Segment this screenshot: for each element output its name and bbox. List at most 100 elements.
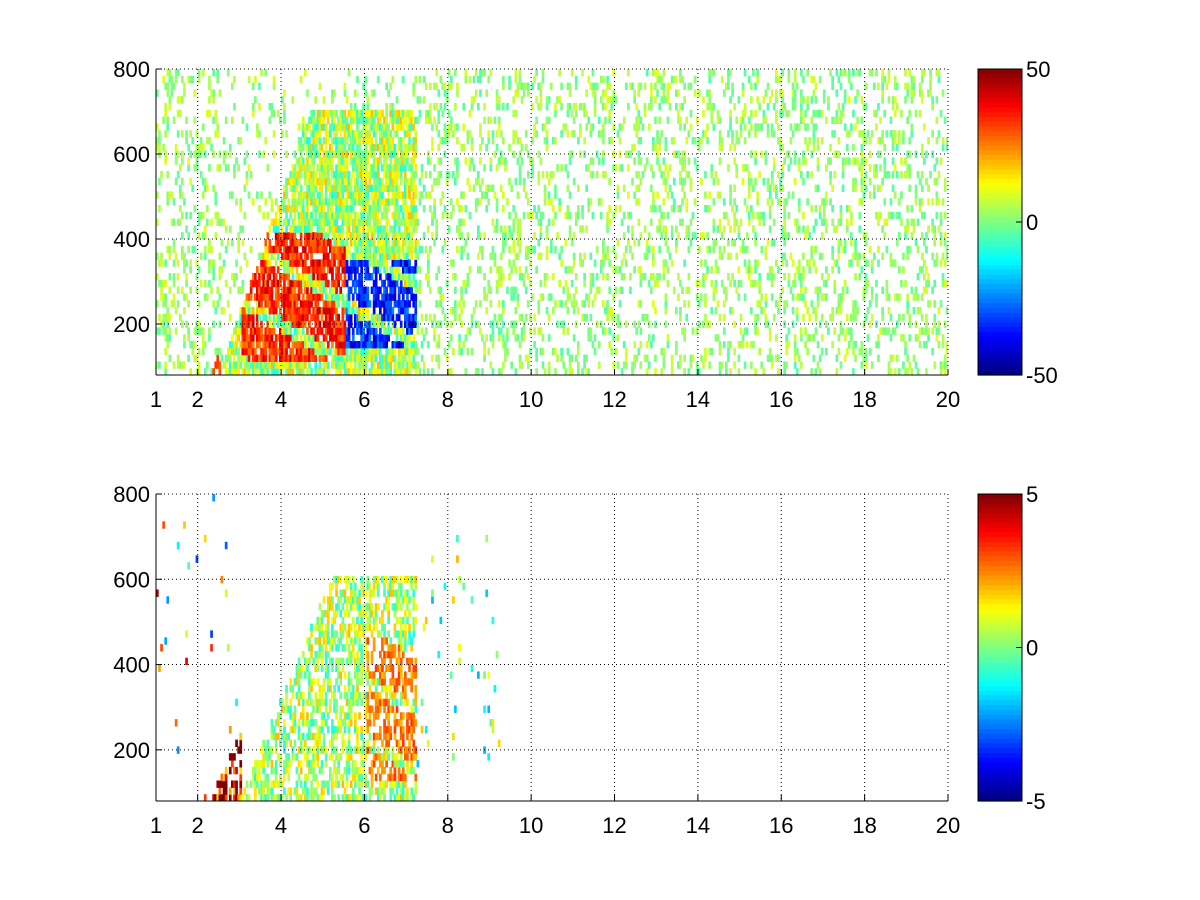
heatmap-cell [664, 184, 668, 192]
heatmap-cell [197, 143, 201, 152]
heatmap-cell [481, 334, 484, 342]
heatmap-cell [333, 327, 336, 335]
heatmap-cell [201, 191, 205, 199]
heatmap-cell [287, 266, 290, 274]
heatmap-cell [852, 109, 855, 118]
heatmap-cell [222, 307, 226, 315]
heatmap-cell [331, 218, 334, 226]
heatmap-cell [708, 69, 711, 77]
heatmap-cell [702, 361, 705, 369]
heatmap-cell [797, 157, 801, 165]
heatmap-cell [360, 239, 363, 247]
heatmap-cell [318, 279, 322, 288]
heatmap-cell [224, 164, 228, 172]
heatmap-cell [279, 259, 282, 267]
heatmap-cell [481, 368, 484, 375]
heatmap-cell [308, 150, 311, 158]
heatmap-cell [556, 164, 559, 172]
heatmap-cell [326, 130, 330, 138]
heatmap-cell [216, 347, 220, 356]
heatmap-cell [360, 279, 363, 288]
heatmap-cell [274, 232, 278, 240]
heatmap-cell [449, 116, 453, 124]
heatmap-cell [231, 341, 234, 349]
heatmap-cell [422, 75, 426, 84]
heatmap-cell [791, 279, 795, 288]
heatmap-cell [568, 211, 572, 220]
heatmap-cell [391, 347, 395, 356]
heatmap-cell [864, 157, 868, 165]
heatmap-cell [656, 130, 659, 138]
heatmap-cell [266, 279, 270, 288]
heatmap-cell [364, 143, 368, 152]
heatmap-cell [589, 130, 593, 138]
heatmap-cell [291, 361, 295, 369]
heatmap-cell [341, 293, 345, 301]
heatmap-cell [631, 82, 634, 90]
heatmap-cell [199, 279, 203, 288]
heatmap-cell [568, 82, 572, 90]
heatmap-cell [324, 354, 328, 362]
heatmap-cell [535, 116, 538, 124]
heatmap-cell [239, 286, 243, 294]
heatmap-cell [756, 75, 759, 84]
heatmap-cell [654, 96, 657, 104]
heatmap-cell [174, 69, 178, 77]
heatmap-cell [356, 164, 359, 172]
heatmap-cell [256, 307, 259, 315]
heatmap-cell [293, 150, 297, 158]
heatmap-cell [345, 279, 349, 288]
heatmap-cell [162, 293, 165, 301]
heatmap-cell [312, 150, 315, 158]
heatmap-cell [339, 191, 343, 199]
heatmap-cell [589, 286, 593, 294]
heatmap-cell [764, 116, 768, 124]
heatmap-cell [372, 184, 376, 192]
heatmap-cell [264, 327, 268, 335]
heatmap-cell [372, 245, 376, 254]
heatmap-cell [862, 252, 866, 260]
heatmap-cell [289, 266, 293, 274]
heatmap-cell [437, 286, 441, 294]
heatmap-cell [860, 266, 864, 274]
heatmap-cell [650, 96, 653, 104]
heatmap-cell [228, 286, 232, 294]
heatmap-cell [387, 232, 390, 240]
heatmap-cell [285, 300, 288, 308]
heatmap-cell [491, 327, 495, 335]
heatmap-cell [585, 164, 588, 172]
heatmap-cell [497, 103, 501, 111]
heatmap-cell [343, 130, 347, 138]
heatmap-cell [281, 341, 284, 349]
heatmap-cell [366, 347, 370, 356]
heatmap-cell [385, 232, 388, 240]
heatmap-cell [677, 205, 680, 213]
heatmap-cell [762, 109, 766, 118]
heatmap-cell [289, 259, 293, 267]
heatmap-cell [835, 354, 839, 362]
heatmap-cell [854, 313, 857, 322]
heatmap-cell [370, 354, 374, 362]
heatmap-cell [320, 279, 324, 288]
heatmap-cell [335, 354, 338, 362]
heatmap-cell [189, 286, 192, 294]
heatmap-cell [397, 259, 401, 267]
heatmap-cell [727, 341, 730, 349]
heatmap-cell [329, 327, 332, 335]
heatmap-cell [739, 327, 743, 335]
heatmap-cell [304, 320, 307, 328]
heatmap-cell [172, 239, 176, 247]
heatmap-cell [637, 82, 641, 90]
heatmap-cell [293, 239, 297, 247]
heatmap-cell [401, 341, 405, 349]
heatmap-cell [752, 279, 755, 288]
heatmap-cell [764, 89, 768, 97]
heatmap-cell [391, 259, 395, 267]
heatmap-cell [299, 143, 303, 152]
heatmap-cell [347, 205, 351, 213]
heatmap-cell [274, 273, 278, 281]
heatmap-cell [289, 286, 293, 294]
heatmap-cell [583, 252, 586, 260]
heatmap-cell [262, 259, 265, 267]
heatmap-cell [733, 157, 736, 165]
